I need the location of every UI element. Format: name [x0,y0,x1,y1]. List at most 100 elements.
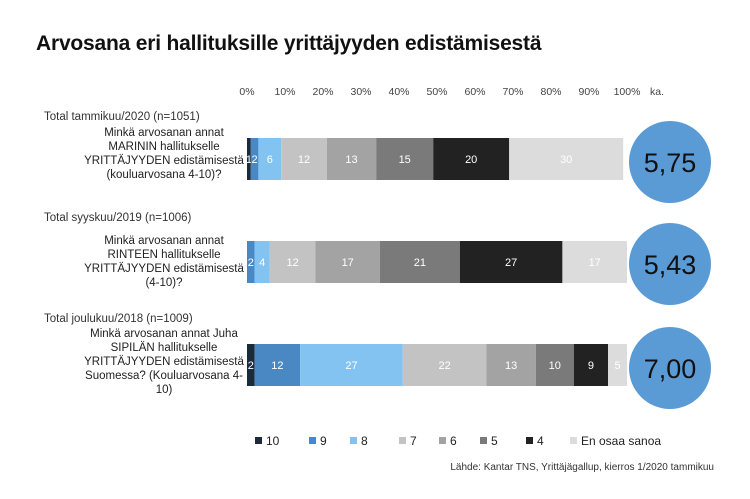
segment-data-label: 12 [271,360,283,372]
segment-data-label: 21 [414,257,426,269]
bar-segment [254,241,270,283]
bar-segment [300,344,403,386]
bar-segment [247,241,255,283]
legend-entry: 8 [361,434,368,448]
question-text-line: Suomessa? (Kouluarvosana 4- [85,370,243,382]
average-score-circle [629,327,711,409]
legend-entry: 10 [266,434,280,448]
question-text-line: SIPILÄN hallitukselle [111,342,218,354]
bar-segment [315,241,380,283]
legend-entry: En osaa sanoa [581,434,661,448]
group-label: Total tammikuu/2020 (n=1051) [44,111,200,123]
legend-swatch [309,437,316,444]
segment-data-label: 4 [259,257,265,269]
legend-swatch [526,437,533,444]
x-tick-label: 50% [426,86,447,98]
question-text-line: RINTEEN hallitukselle [107,249,220,261]
group-labels: Total tammikuu/2020 (n=1051) Minkä arvosa… [44,111,244,396]
x-tick-label: 70% [502,86,523,98]
legend-swatch [255,437,262,444]
bar-segment [258,138,282,180]
segment-data-label: 13 [505,360,517,372]
question-text-line: (4-10)? [145,277,182,289]
legend-swatch [399,437,406,444]
legend-entry: 7 [410,434,417,448]
bar-segment [486,344,536,386]
question-text-line: Minkä arvosanan annat [104,127,224,139]
average-score-value: 5,43 [644,250,697,280]
segment-data-label: 2 [252,154,258,166]
bar-segment [573,344,608,386]
chart-title: Arvosana eri hallituksille yrittäjyyden … [36,32,542,55]
x-tick-label: 60% [464,86,485,98]
question-text-line: 10) [156,384,173,396]
bar-segment [250,138,259,180]
x-tick-label: 80% [540,86,561,98]
question-text-line: Minkä arvosanan annat [104,235,224,247]
segment-data-label: 30 [560,154,572,166]
average-score-value: 5,75 [644,148,697,178]
legend-swatch [570,437,577,444]
x-tick-label: 40% [388,86,409,98]
question-text-line: YRITTÄJYYDEN edistämisestä [84,356,244,368]
source-note: Lähde: Kantar TNS, Yrittäjägallup, kierr… [450,462,714,473]
question-text-line: Minkä arvosanan annat Juha [90,328,238,340]
segment-data-label: 27 [345,360,357,372]
x-tick-label: 10% [274,86,295,98]
bar-segment [509,138,624,180]
question-text-line: YRITTÄJYYDEN edistämisestä [84,263,244,275]
bar-segment [380,241,460,283]
question-text-line: (kouluarvosana 4-10)? [106,169,221,181]
bar-segment [269,241,316,283]
segment-data-label: 1 [246,154,252,166]
x-tick-label: 90% [578,86,599,98]
segment-data-label: 6 [267,154,273,166]
question-text-line: YRITTÄJYYDEN edistämisestä [84,155,244,167]
average-scores: 5,75 5,43 7,00 [629,121,711,409]
bars: 1 2 6 12 13 15 20 302 4 12 17 21 27 172 12 27 22 13 10 9 5 [246,138,627,386]
segment-data-label: 12 [286,257,298,269]
legend-swatch [439,437,446,444]
average-score-circle [629,121,711,203]
segment-data-label: 27 [505,257,517,269]
average-score-circle [629,223,711,305]
bar-segment [326,138,377,180]
bar-segment [402,344,487,386]
bar-segment [433,138,510,180]
legend-entry: 6 [450,434,457,448]
x-tick-label: 30% [350,86,371,98]
x-tick-label: 100% [614,86,641,98]
segment-data-label: 17 [342,257,354,269]
legend-entry: 4 [537,434,544,448]
segment-data-label: 10 [549,360,561,372]
segment-data-label: 13 [345,154,357,166]
bar-segment [281,138,327,180]
x-tick-label: 20% [312,86,333,98]
legend-entry: 5 [491,434,498,448]
average-score-value: 7,00 [644,354,697,384]
segment-data-label: 9 [588,360,594,372]
segment-data-label: 17 [589,257,601,269]
average-column-label: ka. [650,86,664,98]
segment-data-label: 2 [248,257,254,269]
segment-data-label: 5 [614,360,620,372]
legend: 10 9 8 7 6 5 4 En osaa sanoa [255,434,661,448]
legend-swatch [480,437,487,444]
group-label: Total syyskuu/2019 (n=1006) [44,212,192,224]
bar-segment [535,344,574,386]
bar-segment [254,344,301,386]
segment-data-label: 22 [438,360,450,372]
segment-data-label: 20 [465,154,477,166]
legend-entry: 9 [320,434,327,448]
bar-segment [459,241,563,283]
segment-data-label: 15 [399,154,411,166]
question-text-line: MARININ hallitukselle [108,141,219,153]
segment-data-label: 2 [248,360,254,372]
legend-swatch [350,437,357,444]
segment-data-label: 12 [298,154,310,166]
x-tick-label: 0% [239,86,254,98]
bar-segment [608,344,627,386]
bar-segment [376,138,434,180]
bar-segment [562,241,627,283]
